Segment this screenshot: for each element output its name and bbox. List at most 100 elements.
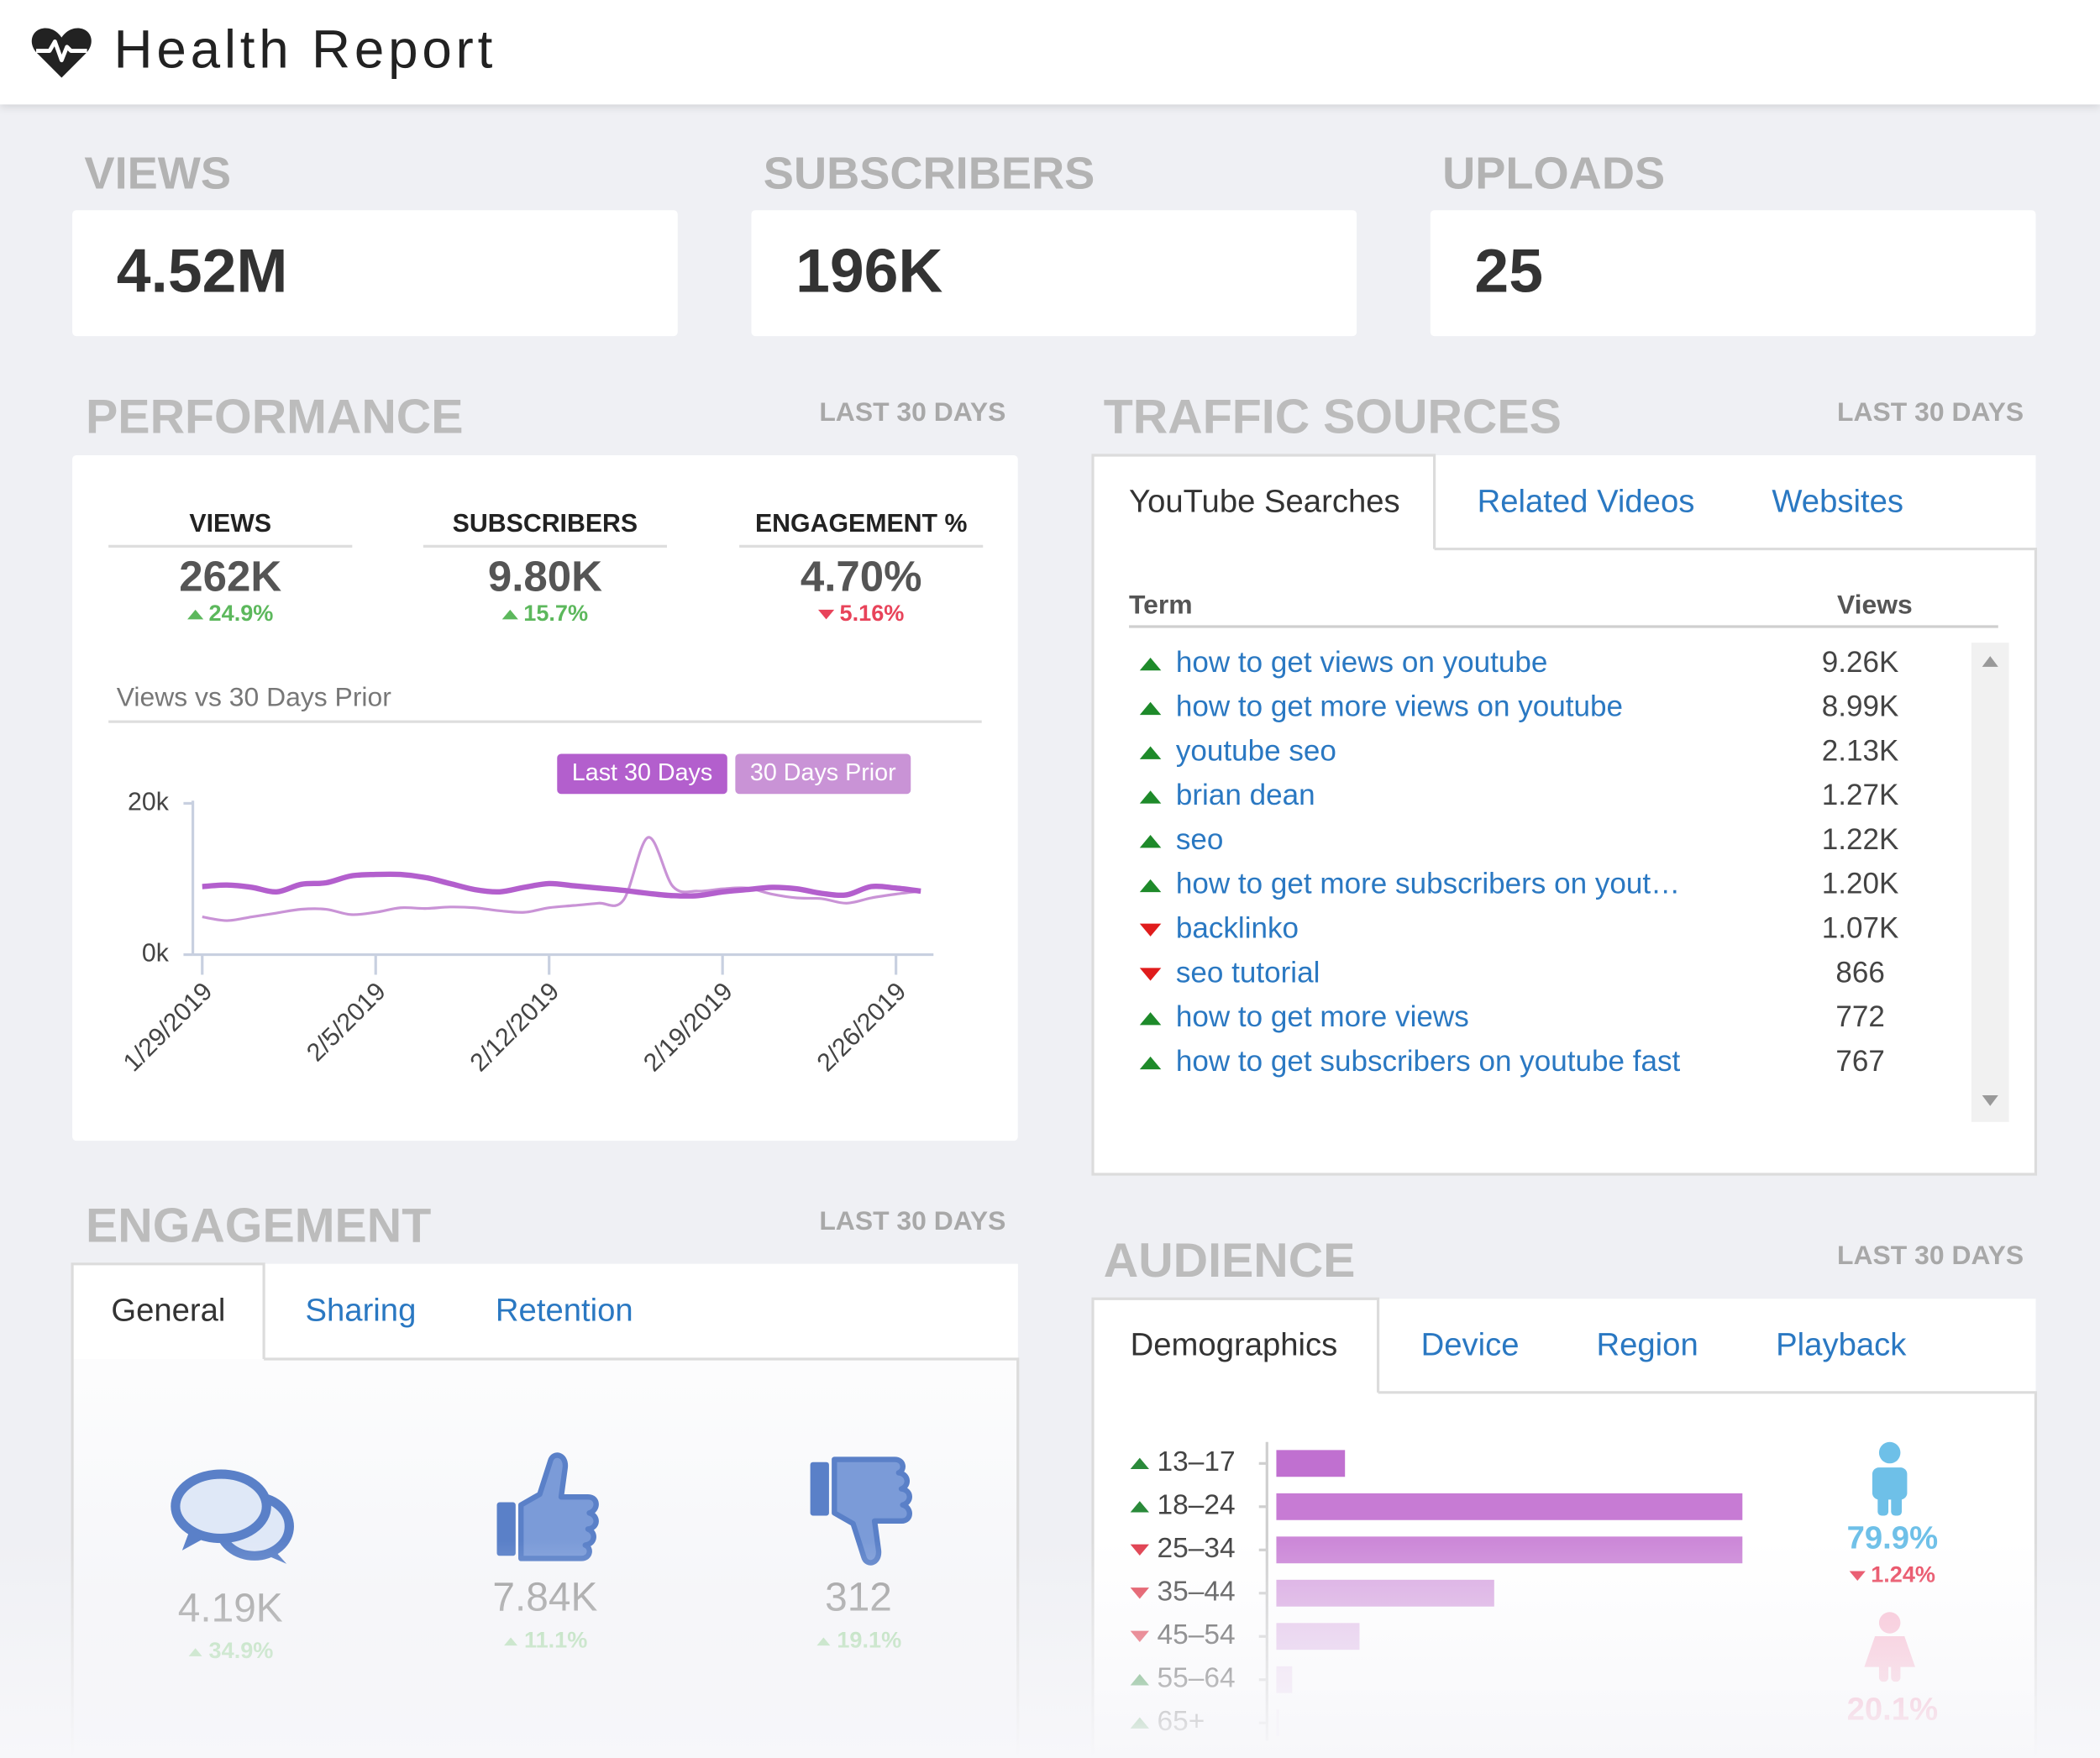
trend-arrow	[1130, 1501, 1149, 1513]
term-link[interactable]: brian dean	[1176, 779, 1315, 811]
tab[interactable]: General	[111, 1292, 225, 1328]
kpi-value: 196K	[795, 237, 942, 306]
section-title: ENGAGEMENT	[86, 1199, 431, 1253]
scroll-down[interactable]	[1982, 1094, 1998, 1106]
legend-chip[interactable]	[735, 753, 911, 795]
table-header: Views	[1837, 590, 1913, 620]
engagement-tab-bar	[72, 1263, 1018, 1359]
term-views: 1.07K	[1822, 912, 1899, 945]
kpi-label: SUBSCRIBERS	[764, 149, 1095, 199]
kpi-card	[1430, 210, 2036, 337]
section-period: LAST 30 DAYS	[1837, 396, 2024, 427]
metric-value: 4.70%	[801, 553, 922, 601]
tab[interactable]: Region	[1597, 1327, 1698, 1363]
traffic-tab-border	[1091, 454, 2038, 1176]
kpi-card	[751, 210, 1357, 337]
kpi-label: UPLOADS	[1442, 149, 1665, 199]
tab[interactable]: Websites	[1772, 483, 1903, 519]
term-link[interactable]: seo	[1176, 823, 1224, 856]
term-views: 9.26K	[1822, 646, 1899, 679]
term-link[interactable]: how to get more subscribers on yout…	[1176, 868, 1680, 900]
section-title: TRAFFIC SOURCES	[1104, 391, 1562, 444]
legend-label[interactable]: 30 Days Prior	[750, 759, 896, 786]
term-views: 866	[1835, 956, 1885, 989]
trend-arrow	[1139, 1056, 1162, 1070]
trend-arrow	[1139, 658, 1162, 671]
section-title: PERFORMANCE	[86, 391, 463, 444]
tab[interactable]: Sharing	[306, 1292, 417, 1328]
line-series	[202, 836, 921, 922]
legend-chip[interactable]	[557, 753, 727, 795]
term-link[interactable]: how to get views on youtube	[1176, 646, 1548, 679]
term-views: 1.20K	[1822, 868, 1899, 900]
bar-label: 18–24	[1158, 1490, 1236, 1521]
traffic-panel	[1093, 454, 2036, 1174]
kpi-value: 4.52M	[117, 237, 288, 306]
section-period: LAST 30 DAYS	[819, 1205, 1005, 1236]
metric-label: VIEWS	[189, 510, 271, 538]
legend-label[interactable]: Last 30 Days	[572, 759, 712, 786]
trend-arrow	[818, 609, 835, 620]
line-series	[202, 871, 921, 899]
heart-icon	[31, 28, 92, 78]
tab[interactable]: Playback	[1776, 1327, 1907, 1363]
male-icon	[1872, 1441, 1908, 1516]
trend-arrow	[1139, 923, 1162, 937]
trend-arrow	[1130, 1457, 1149, 1470]
kpi-value: 25	[1474, 237, 1543, 306]
term-link[interactable]: how to get subscribers on youtube fast	[1176, 1045, 1681, 1078]
performance-panel	[72, 454, 1018, 1141]
term-views: 8.99K	[1822, 690, 1899, 723]
bar	[1276, 1450, 1346, 1477]
metric-label: SUBSCRIBERS	[453, 510, 638, 538]
fade-overlay	[0, 1540, 2100, 1758]
trend-arrow	[1139, 701, 1162, 716]
trend-arrow	[501, 609, 518, 620]
scrollbar[interactable]	[1971, 643, 2009, 1122]
term-link[interactable]: how to get more views	[1176, 1000, 1469, 1033]
tab[interactable]: YouTube Searches	[1129, 483, 1400, 519]
tab[interactable]: Retention	[496, 1292, 633, 1328]
trend-arrow	[1139, 790, 1162, 804]
table-header: Term	[1129, 590, 1193, 620]
trend-arrow	[1139, 835, 1162, 848]
term-views: 2.13K	[1822, 734, 1899, 767]
metric-value: 262K	[179, 553, 281, 601]
term-link[interactable]: youtube seo	[1176, 734, 1336, 767]
trend-arrow	[1139, 968, 1162, 981]
metric-change: 15.7%	[523, 600, 588, 626]
tab[interactable]: Related Videos	[1478, 483, 1695, 519]
trend-arrow	[1139, 746, 1162, 759]
metric-change: 5.16%	[840, 600, 905, 626]
trend-arrow	[1139, 879, 1162, 893]
trend-arrow	[1139, 1012, 1162, 1026]
term-views: 1.27K	[1822, 779, 1899, 811]
tab[interactable]: Demographics	[1131, 1327, 1338, 1363]
metric-change: 24.9%	[209, 600, 274, 626]
header-title: Health Report	[114, 19, 497, 80]
kpi-label: VIEWS	[84, 149, 231, 199]
scroll-up[interactable]	[1982, 656, 1998, 667]
tab[interactable]: Device	[1421, 1327, 1520, 1363]
bar-label: 13–17	[1158, 1446, 1236, 1477]
term-views: 1.22K	[1822, 823, 1899, 856]
bar	[1276, 1493, 1743, 1520]
section-title: AUDIENCE	[1104, 1234, 1356, 1288]
term-link[interactable]: how to get more views on youtube	[1176, 690, 1623, 723]
metric-value: 9.80K	[488, 553, 602, 601]
metric-label: ENGAGEMENT %	[755, 510, 967, 538]
term-views: 767	[1835, 1045, 1885, 1078]
term-link[interactable]: seo tutorial	[1176, 956, 1320, 989]
trend-arrow	[187, 609, 204, 620]
kpi-card	[72, 210, 678, 337]
section-period: LAST 30 DAYS	[819, 396, 1005, 427]
section-period: LAST 30 DAYS	[1837, 1240, 2024, 1270]
term-link[interactable]: backlinko	[1176, 912, 1299, 945]
chart-title: Views vs 30 Days Prior	[117, 682, 392, 712]
y-tick-label: 0k	[142, 940, 170, 968]
header-bar	[0, 0, 2100, 105]
y-tick-label: 20k	[128, 788, 170, 816]
